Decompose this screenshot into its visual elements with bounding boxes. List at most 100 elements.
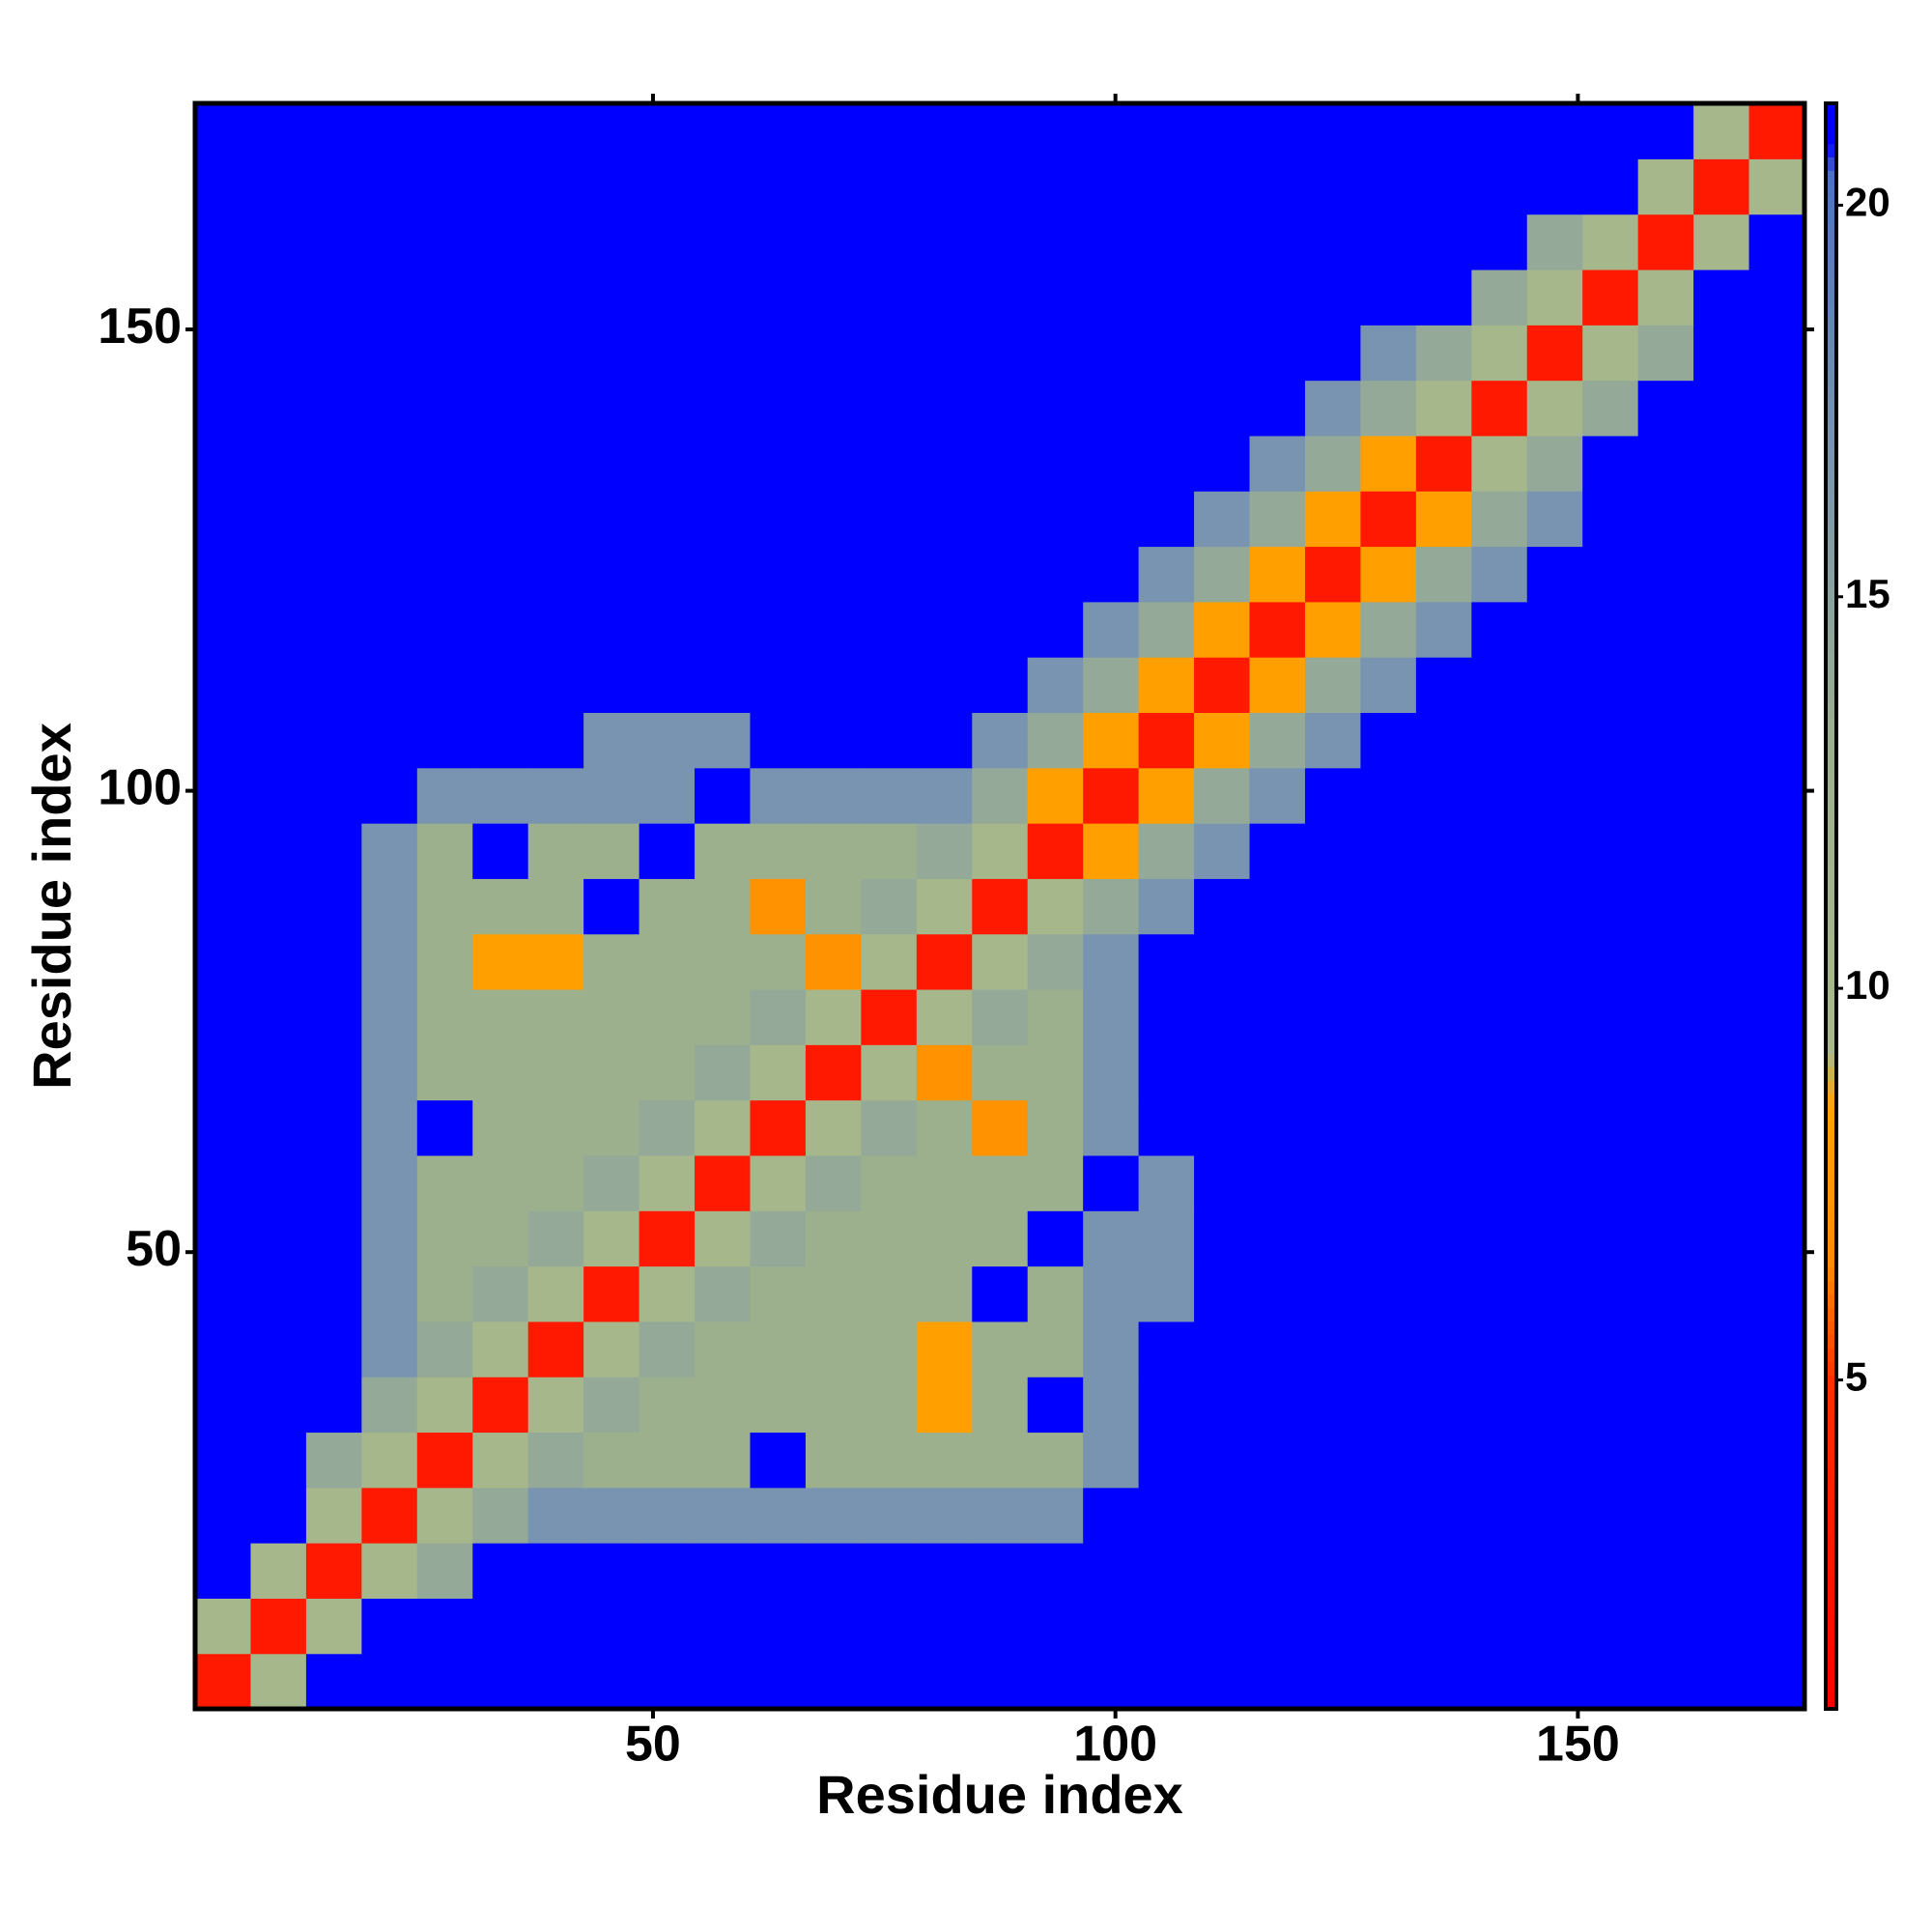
heatmap-cell: [195, 1265, 252, 1322]
colorbar-band: [1826, 932, 1836, 948]
heatmap-cell: [1637, 988, 1694, 1045]
heatmap-cell: [639, 1265, 696, 1322]
colorbar-band: [1826, 397, 1836, 412]
heatmap-cell: [1693, 1487, 1750, 1544]
heatmap-cell: [1415, 933, 1472, 990]
heatmap-cell: [861, 878, 918, 935]
colorbar-band: [1826, 1293, 1836, 1309]
heatmap-cell: [861, 1154, 918, 1211]
heatmap-cell: [527, 712, 584, 769]
heatmap-cell: [305, 933, 362, 990]
heatmap-cell: [639, 435, 696, 492]
heatmap-cell: [361, 435, 418, 492]
colorbar-band: [1826, 1668, 1836, 1683]
heatmap-cell: [1138, 1044, 1195, 1101]
plot-frame: [192, 100, 1807, 1712]
heatmap-cell: [1471, 712, 1528, 769]
heatmap-cell: [1083, 988, 1140, 1045]
colorbar-band: [1826, 451, 1836, 466]
heatmap-cell: [527, 158, 584, 215]
heatmap-cell: [1360, 158, 1417, 215]
heatmap-cell: [916, 1265, 973, 1322]
heatmap-cell: [861, 1210, 918, 1267]
heatmap-cell: [1194, 380, 1251, 437]
heatmap-cell: [527, 1487, 584, 1544]
heatmap-cell: [1415, 1265, 1472, 1322]
colorbar-band: [1826, 1106, 1836, 1122]
heatmap-cell: [916, 1543, 973, 1599]
heatmap-cell: [472, 103, 529, 159]
colorbar-band: [1826, 772, 1836, 786]
heatmap-cell: [1748, 103, 1805, 159]
colorbar-band: [1826, 1467, 1836, 1483]
heatmap-cell: [250, 1265, 307, 1322]
heatmap-cell: [1748, 213, 1805, 270]
heatmap-cell: [1360, 1653, 1417, 1710]
heatmap-cell: [1582, 878, 1639, 935]
heatmap-cell: [1360, 1210, 1417, 1267]
colorbar-band: [1826, 184, 1836, 198]
heatmap-cell: [1637, 1598, 1694, 1655]
colorbar-band: [1826, 584, 1836, 600]
heatmap-cell: [750, 1099, 807, 1156]
heatmap-cell: [1304, 1543, 1362, 1599]
heatmap-cell: [1360, 103, 1417, 159]
heatmap-cell: [1194, 158, 1251, 215]
heatmap-cell: [972, 823, 1029, 879]
heatmap-cell: [1748, 767, 1805, 824]
heatmap-cell: [916, 325, 973, 382]
heatmap-cell: [916, 1210, 973, 1267]
heatmap-cell: [250, 1044, 307, 1101]
heatmap-cell: [750, 988, 807, 1045]
heatmap-cell: [1693, 380, 1750, 437]
heatmap-cell: [1526, 1154, 1583, 1211]
colorbar-band: [1826, 1026, 1836, 1041]
y-tick-label: 150: [98, 298, 182, 355]
heatmap-cell: [1693, 1598, 1750, 1655]
colorbar-band: [1826, 1628, 1836, 1643]
heatmap-cell: [1748, 546, 1805, 603]
heatmap-cell: [361, 1487, 418, 1544]
heatmap-cell: [1027, 988, 1084, 1045]
heatmap-cell: [750, 823, 807, 879]
colorbar-band: [1826, 504, 1836, 519]
heatmap-cell: [750, 1377, 807, 1434]
x-tick-label: 150: [1536, 1717, 1620, 1773]
heatmap-cell: [805, 1321, 862, 1378]
heatmap-cell: [1415, 1044, 1472, 1101]
heatmap-cell: [1582, 380, 1639, 437]
heatmap-cell: [1526, 712, 1583, 769]
colorbar-band: [1826, 639, 1836, 653]
heatmap-cell: [916, 767, 973, 824]
heatmap-cell: [805, 1044, 862, 1101]
heatmap-cell: [1582, 213, 1639, 270]
heatmap-cell: [195, 325, 252, 382]
heatmap-cell: [527, 1653, 584, 1710]
heatmap-cell: [750, 1044, 807, 1101]
heatmap-cell: [861, 103, 918, 159]
heatmap-cell: [1526, 380, 1583, 437]
heatmap-cell: [1471, 1265, 1528, 1322]
heatmap-cell: [1526, 1265, 1583, 1322]
heatmap-cell: [305, 767, 362, 824]
heatmap-cell: [361, 878, 418, 935]
colorbar-band: [1826, 477, 1836, 493]
heatmap-cell: [583, 1598, 640, 1655]
heatmap-cell: [1693, 325, 1750, 382]
heatmap-cell: [1083, 1377, 1140, 1434]
heatmap-cell: [639, 546, 696, 603]
heatmap-cell: [361, 1377, 418, 1434]
colorbar-band: [1826, 196, 1836, 212]
heatmap-cell: [472, 878, 529, 935]
colorbar-band: [1826, 571, 1836, 586]
heatmap-cell: [695, 1321, 752, 1378]
heatmap-cell: [1304, 213, 1362, 270]
heatmap-cell: [361, 103, 418, 159]
colorbar-band: [1826, 986, 1836, 1001]
colorbar-band: [1826, 156, 1836, 171]
heatmap-cell: [1526, 546, 1583, 603]
heatmap-cell: [1526, 1487, 1583, 1544]
colorbar-band: [1826, 103, 1836, 118]
heatmap-cell: [1526, 601, 1583, 658]
heatmap-cell: [1471, 158, 1528, 215]
